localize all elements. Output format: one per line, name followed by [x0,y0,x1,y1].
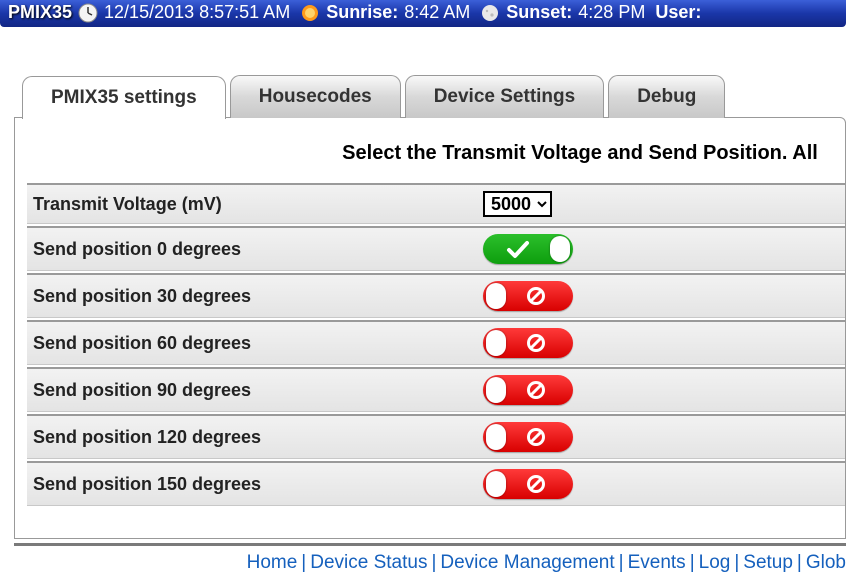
toggle-knob [486,283,506,309]
footer-separator: | [427,552,440,573]
footer-nav: Home|Device Status|Device Management|Eve… [14,543,846,574]
tab-container: PMIX35 settingsHousecodesDevice Settings… [14,75,846,539]
sunset-label: Sunset: [506,2,572,23]
footer-link-glob[interactable]: Glob [806,552,846,573]
toggle-knob [486,424,506,450]
position-row: Send position 30 degrees [27,273,845,318]
footer-link-log[interactable]: Log [699,552,731,573]
position-label: Send position 90 degrees [33,380,483,401]
footer-link-setup[interactable]: Setup [743,552,793,573]
footer-separator: | [793,552,806,573]
position-toggle[interactable] [483,234,573,264]
position-label: Send position 120 degrees [33,427,483,448]
footer-separator: | [297,552,310,573]
position-row: Send position 60 degrees [27,320,845,365]
position-row: Send position 120 degrees [27,414,845,459]
panel-title: Select the Transmit Voltage and Send Pos… [15,142,845,165]
footer-link-events[interactable]: Events [628,552,686,573]
voltage-select[interactable]: 5000 [483,191,552,217]
header-datetime: 12/15/2013 8:57:51 AM [104,2,290,23]
settings-panel: Select the Transmit Voltage and Send Pos… [14,117,846,539]
app-title: PMIX35 [8,2,72,23]
position-label: Send position 150 degrees [33,474,483,495]
clock-icon [78,3,98,23]
position-toggle[interactable] [483,375,573,405]
position-toggle[interactable] [483,281,573,311]
footer-link-device-status[interactable]: Device Status [310,552,427,573]
voltage-row: Transmit Voltage (mV) 5000 [27,183,845,224]
toggle-knob [486,330,506,356]
footer-separator: | [686,552,699,573]
footer-link-device-management[interactable]: Device Management [440,552,614,573]
position-toggle[interactable] [483,469,573,499]
toggle-knob [486,471,506,497]
position-row: Send position 90 degrees [27,367,845,412]
tab-housecodes[interactable]: Housecodes [230,75,401,118]
sunrise-icon [300,3,320,23]
sunset-value: 4:28 PM [578,2,645,23]
footer-link-home[interactable]: Home [247,552,298,573]
tab-device-settings[interactable]: Device Settings [405,75,605,118]
position-label: Send position 0 degrees [33,239,483,260]
position-row: Send position 0 degrees [27,226,845,271]
tab-pmix35-settings[interactable]: PMIX35 settings [22,76,226,119]
footer-separator: | [730,552,743,573]
sunset-icon [480,3,500,23]
footer-separator: | [615,552,628,573]
voltage-label: Transmit Voltage (mV) [33,194,483,215]
position-label: Send position 30 degrees [33,286,483,307]
tab-debug[interactable]: Debug [608,75,725,118]
toggle-knob [550,236,570,262]
position-toggle[interactable] [483,422,573,452]
position-toggle[interactable] [483,328,573,358]
user-label: User: [655,2,701,23]
sunrise-value: 8:42 AM [404,2,470,23]
header-bar: PMIX35 12/15/2013 8:57:51 AM Sunrise: 8:… [0,0,846,27]
sunrise-label: Sunrise: [326,2,398,23]
position-label: Send position 60 degrees [33,333,483,354]
toggle-knob [486,377,506,403]
tab-strip: PMIX35 settingsHousecodesDevice Settings… [14,75,846,118]
position-row: Send position 150 degrees [27,461,845,506]
